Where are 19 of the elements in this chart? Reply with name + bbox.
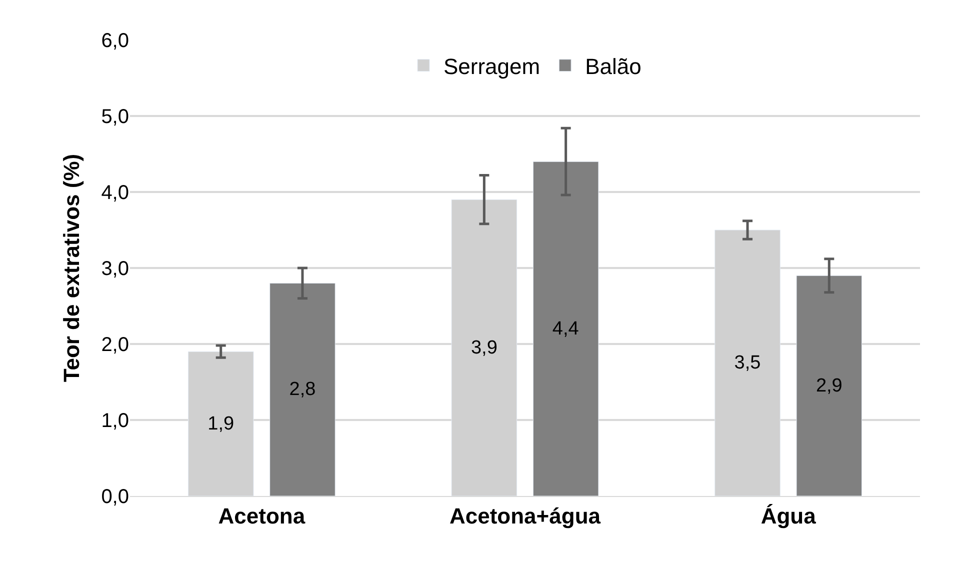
y-tick-label: 2,0 — [101, 334, 129, 356]
y-tick-label: 4,0 — [101, 182, 129, 204]
data-label: 1,9 — [208, 413, 234, 434]
y-tick-label: 6,0 — [101, 30, 129, 52]
y-tick-label: 0,0 — [101, 486, 129, 508]
y-tick-label: 5,0 — [101, 106, 129, 128]
x-tick-label: Água — [760, 503, 817, 528]
data-label: 2,8 — [289, 379, 316, 400]
data-label: 3,5 — [734, 352, 761, 374]
legend-label: Balão — [585, 54, 642, 79]
x-tick-label: Acetona — [218, 503, 306, 528]
data-label: 3,9 — [470, 337, 498, 358]
x-tick-label: Acetona+água — [450, 503, 602, 528]
y-tick-label: 1,0 — [101, 410, 129, 432]
legend-label: Serragem — [444, 54, 540, 79]
data-label: 2,9 — [816, 375, 842, 396]
data-label: 4,4 — [552, 318, 580, 340]
y-tick-label: 3,0 — [101, 258, 129, 280]
y-axis-title: Teor de extrativos (%) — [58, 154, 84, 382]
